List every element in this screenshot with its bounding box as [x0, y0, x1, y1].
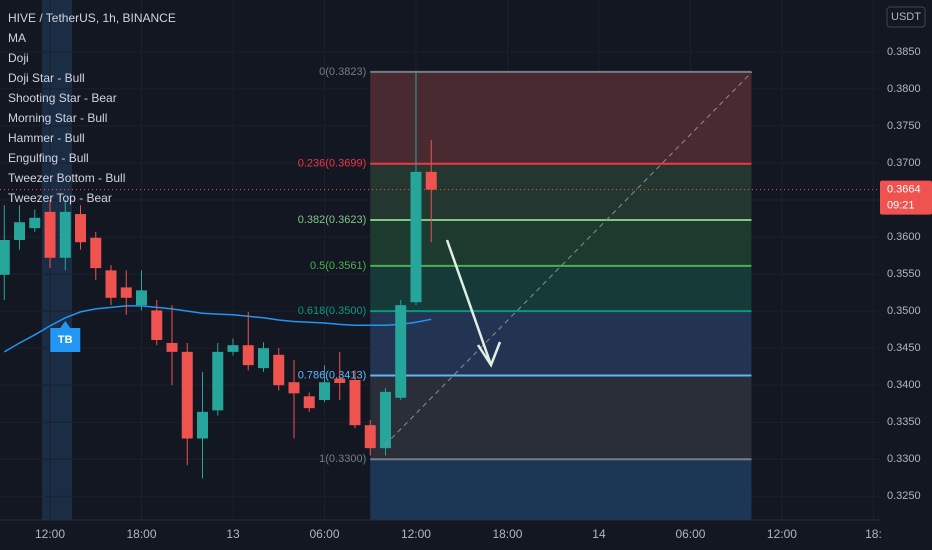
x-tick-label: 12:00: [767, 527, 797, 541]
fib-label: 0.382(0.3623): [298, 214, 367, 226]
arrow-head: [476, 341, 502, 368]
indicator-label: Doji: [8, 51, 29, 65]
fib-zone: [370, 375, 752, 460]
y-tick-label: 0.3750: [887, 120, 921, 132]
y-tick-label: 0.3600: [887, 231, 921, 243]
y-tick-label: 0.3300: [887, 453, 921, 465]
fib-label: 0.236(0.3699): [298, 158, 367, 170]
x-tick-label: 14: [592, 527, 606, 541]
y-tick-label: 0.3250: [887, 490, 921, 502]
y-tick-label: 0.3850: [887, 46, 921, 58]
candle-body: [166, 342, 178, 352]
y-tick-label: 0.3500: [887, 305, 921, 317]
x-tick-label: 06:00: [675, 527, 705, 541]
candle-body: [273, 354, 285, 386]
x-tick-label: 18:00: [126, 527, 156, 541]
x-tick-label: 06:00: [309, 527, 339, 541]
fib-zone: [370, 311, 752, 376]
candle-body: [44, 211, 56, 258]
fib-zone: [370, 265, 752, 312]
candle-body: [334, 378, 346, 383]
fib-zone: [370, 71, 752, 164]
indicator-label: Engulfing - Bull: [8, 151, 89, 165]
candle-body: [318, 382, 330, 400]
candle-body: [59, 211, 71, 258]
candle-body: [364, 425, 376, 449]
candle-body: [242, 345, 254, 366]
candle-body: [379, 391, 391, 449]
x-tick-label: 18:: [865, 527, 882, 541]
candle-body: [349, 380, 361, 426]
candle-body: [105, 270, 117, 298]
pattern-marker-label: TB: [58, 334, 73, 346]
indicator-label: Shooting Star - Bear: [8, 91, 117, 105]
indicator-label: Doji Star - Bull: [8, 71, 85, 85]
indicator-label: Morning Star - Bull: [8, 111, 107, 125]
pattern-marker: [50, 321, 81, 352]
candle-body: [212, 351, 224, 411]
candle-body: [136, 290, 148, 306]
price-tag-value: 0.3664: [887, 184, 921, 196]
indicator-label: MA: [8, 31, 26, 45]
currency-box: [886, 6, 926, 28]
x-tick-label: 12:00: [401, 527, 431, 541]
candle-body: [90, 237, 102, 269]
fib-zone: [370, 220, 752, 266]
y-tick-label: 0.3800: [887, 83, 921, 95]
candle-body: [227, 345, 239, 352]
fib-label: 0(0.3823): [319, 66, 366, 78]
price-tag: [880, 180, 932, 215]
candle-body: [425, 171, 437, 190]
candle-body: [151, 310, 163, 340]
candle-body: [181, 351, 193, 439]
y-tick-label: 0.3550: [887, 268, 921, 280]
arrow-shaft: [445, 239, 492, 363]
y-tick-label: 0.3450: [887, 342, 921, 354]
ma-line: [3, 305, 432, 353]
candle-body: [29, 217, 41, 229]
currency: USDT: [891, 11, 921, 23]
candle-body: [14, 222, 26, 240]
fib-label: 0.5(0.3561): [310, 260, 366, 272]
indicator-label: Tweezer Bottom - Bull: [8, 171, 125, 185]
x-tick-label: 13: [226, 527, 240, 541]
x-tick-label: 18:00: [492, 527, 522, 541]
highlight-band: [42, 0, 72, 520]
y-tick-label: 0.3700: [887, 157, 921, 169]
candle-body: [288, 382, 300, 394]
fib-label: 0.618(0.3500): [298, 305, 367, 317]
y-tick-label: 0.3350: [887, 416, 921, 428]
candle-body: [197, 411, 209, 439]
candle-body: [410, 171, 422, 303]
candle-body: [303, 396, 315, 409]
fib-label: 0.786(0.3413): [298, 369, 367, 381]
candle-body: [257, 348, 269, 369]
candle-body: [395, 305, 407, 398]
indicator-label: Tweezer Top - Bear: [8, 191, 112, 205]
arrow: [445, 239, 502, 368]
candle-body: [120, 287, 132, 298]
fib-zone: [370, 459, 752, 520]
trend-line: [384, 71, 753, 446]
candle-body: [0, 240, 10, 275]
fib-label: 1(0.3300): [319, 453, 366, 465]
indicator-label: Hammer - Bull: [8, 131, 85, 145]
price-tag-countdown: 09:21: [887, 200, 915, 212]
time-axis: [0, 520, 932, 550]
y-tick-label: 0.3400: [887, 379, 921, 391]
candle-body: [75, 214, 87, 243]
chart-title: HIVE / TetherUS, 1h, BINANCE: [8, 11, 176, 25]
x-tick-label: 12:00: [35, 527, 65, 541]
